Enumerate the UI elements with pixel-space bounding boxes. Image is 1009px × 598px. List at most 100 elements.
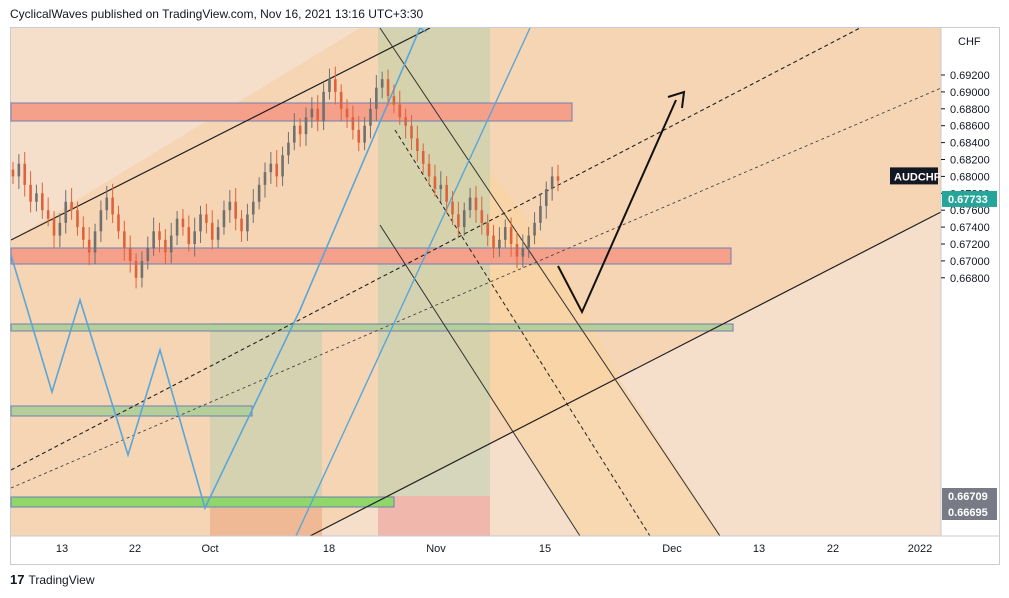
candle-body <box>281 155 284 177</box>
time-tick-label: 13 <box>56 543 68 555</box>
candle-body <box>474 197 478 211</box>
publish-info: CyclicalWaves published on TradingView.c… <box>10 7 424 21</box>
price-tick-label: 0.68600 <box>950 121 990 133</box>
currency-label: CHF <box>958 36 981 48</box>
candle-body <box>58 222 62 236</box>
price-tick-label: 0.68200 <box>950 155 990 167</box>
candle-body <box>29 184 32 202</box>
level-label: 0.66709 <box>948 491 988 503</box>
candle-body <box>210 222 214 240</box>
candle-body <box>199 214 202 232</box>
candle-body <box>375 87 378 109</box>
candle-body <box>292 125 296 143</box>
candle-body <box>234 201 237 219</box>
channel-quarter-line[interactable] <box>11 87 941 489</box>
last-price-label-bg <box>942 190 997 207</box>
candle-body <box>246 214 249 232</box>
time-tick-label: 22 <box>129 543 141 555</box>
price-tick-label: 0.67400 <box>950 222 990 234</box>
resistance-zone <box>10 102 573 122</box>
candle-body <box>169 235 173 253</box>
candle-body <box>527 235 530 249</box>
candle-body <box>480 210 484 223</box>
candle-body <box>492 235 495 249</box>
brand-name[interactable]: TradingView <box>28 572 95 587</box>
level-label-bg <box>942 504 997 520</box>
candle-body <box>46 210 50 219</box>
candle-body <box>539 205 542 223</box>
candle-body <box>35 193 38 202</box>
candle-body <box>339 91 343 109</box>
price-tick-label: 0.68400 <box>950 138 990 150</box>
candle-body <box>386 79 390 97</box>
candle-body <box>123 231 126 249</box>
time-tick-label: Oct <box>201 543 218 555</box>
candle-body <box>404 117 407 126</box>
candle-body <box>87 239 91 253</box>
candle-body <box>468 197 472 211</box>
candle-body <box>410 125 413 139</box>
candle-body <box>310 108 314 118</box>
price-tick-label: 0.68000 <box>950 171 990 183</box>
price-tick-label: 0.69000 <box>950 87 990 99</box>
candle-body <box>345 108 349 118</box>
candle-body <box>99 210 103 232</box>
time-tick-label: 13 <box>753 543 765 555</box>
price-tick-label: 0.68800 <box>950 104 990 116</box>
descending-channel-mid[interactable] <box>394 129 651 536</box>
candle-body <box>11 169 15 177</box>
candle-body <box>533 222 536 236</box>
candle-body <box>416 138 419 152</box>
level-label: 0.66695 <box>948 507 988 519</box>
channel-midline[interactable] <box>11 28 861 471</box>
candle-body <box>363 125 366 143</box>
candle-body <box>351 117 355 130</box>
candle-body <box>193 231 196 244</box>
candle-body <box>205 214 208 223</box>
footer[interactable]: 17 TradingView <box>10 572 95 587</box>
candle-body <box>304 117 308 135</box>
candle-body <box>187 227 191 244</box>
candle-body <box>369 108 372 126</box>
descending-channel-top[interactable] <box>379 28 721 536</box>
candle-body <box>521 248 525 257</box>
projection-path[interactable] <box>557 99 677 315</box>
candle-body <box>52 218 56 236</box>
wave-path[interactable] <box>11 28 427 511</box>
tradingview-logo-icon[interactable]: 17 <box>10 572 25 587</box>
time-tick-label: Nov <box>426 543 446 555</box>
candle-body <box>269 163 273 173</box>
candle-body <box>164 239 167 253</box>
candle-body <box>392 96 396 105</box>
wave-extension-line[interactable] <box>295 28 531 536</box>
candle-body <box>140 260 144 278</box>
candle-body <box>457 214 460 228</box>
descending-channel-bottom[interactable] <box>379 224 581 536</box>
candle-body <box>128 248 132 261</box>
time-tick-label: 22 <box>827 543 839 555</box>
candle-body <box>380 79 384 88</box>
channel-bottom-line[interactable] <box>309 211 941 536</box>
time-zone-bottom <box>210 508 322 536</box>
candle-body <box>498 239 501 249</box>
channel-top-line[interactable] <box>11 28 431 241</box>
candle-body <box>23 163 27 185</box>
candle-body <box>146 248 150 261</box>
candle-body <box>503 227 507 240</box>
time-tick-label: 15 <box>539 543 551 555</box>
projection-arrowhead <box>667 90 686 109</box>
candle-body <box>445 184 448 202</box>
candle-body <box>93 231 97 253</box>
candle-body <box>486 222 489 236</box>
candle-body <box>152 231 155 249</box>
support-zone <box>10 323 734 332</box>
price-tick-label: 0.66800 <box>950 273 990 285</box>
time-tick-label: 2022 <box>908 543 932 555</box>
price-tick-label: 0.69200 <box>950 70 990 82</box>
candle-body <box>17 163 21 177</box>
candle-body <box>328 79 331 92</box>
candle-body <box>550 176 554 190</box>
last-price-label: 0.67733 <box>948 194 988 206</box>
resistance-zone <box>10 247 732 265</box>
